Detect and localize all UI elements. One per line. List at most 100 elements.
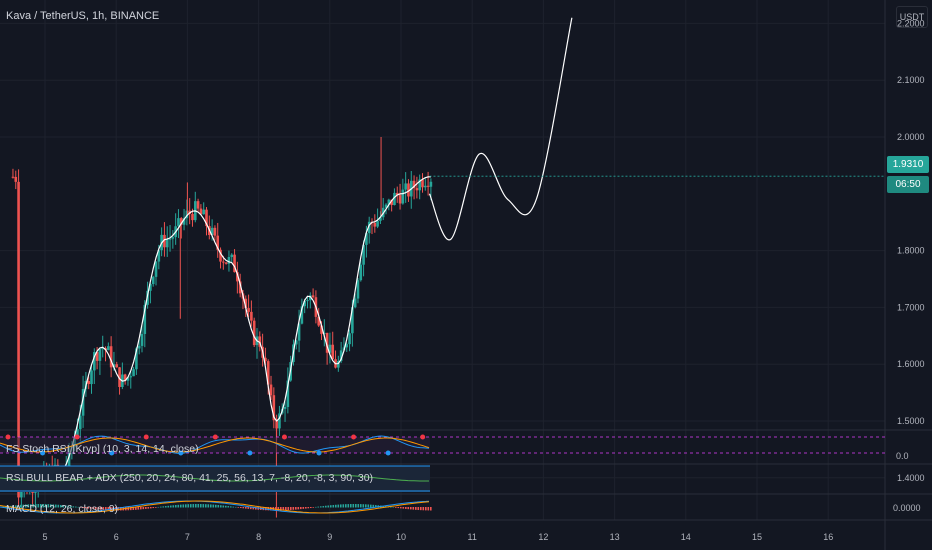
- macd-histogram-bar: [297, 507, 300, 510]
- time-tick: 11: [468, 532, 477, 542]
- macd-histogram-bar: [212, 504, 215, 508]
- candle-body: [196, 201, 200, 209]
- macd-histogram-bar: [35, 504, 37, 508]
- macd-histogram-bar: [142, 507, 145, 510]
- macd-histogram-bar: [305, 507, 307, 509]
- candle-body: [286, 380, 290, 407]
- candle-body: [109, 346, 113, 368]
- macd-histogram-bar: [315, 506, 317, 508]
- macd-histogram-bar: [330, 505, 332, 508]
- candle-body: [266, 361, 270, 385]
- macd-histogram-bar: [237, 507, 240, 508]
- candle-body: [320, 325, 323, 334]
- macd-histogram-bar: [347, 504, 350, 508]
- macd-histogram-bar: [420, 507, 422, 511]
- macd-histogram-bar: [202, 504, 205, 508]
- candle-body: [168, 238, 172, 240]
- macd-histogram-bar: [267, 507, 270, 511]
- macd-histogram-bar: [82, 507, 85, 508]
- macd-histogram-bar: [397, 507, 400, 509]
- macd-histogram-bar: [70, 505, 72, 508]
- price-tick: 2.0000: [897, 132, 925, 142]
- candle-body: [129, 376, 133, 378]
- rsi-band: [0, 466, 430, 492]
- time-tick: 16: [823, 532, 833, 542]
- stoch-signal-dot: [40, 450, 46, 456]
- macd-histogram-bar: [177, 504, 180, 508]
- time-tick: 7: [185, 532, 190, 542]
- time-tick: 14: [681, 532, 691, 542]
- macd-histogram-bar: [227, 506, 230, 508]
- candle-body: [143, 304, 147, 334]
- macd-histogram-bar: [27, 504, 30, 508]
- macd-histogram-bar: [320, 506, 322, 508]
- chart-title: Kava / TetherUS, 1h, BINANCE: [6, 10, 160, 22]
- macd-histogram-bar: [37, 504, 40, 508]
- macd-histogram-bar: [72, 506, 75, 508]
- macd-histogram-bar: [402, 507, 405, 509]
- candle-body: [78, 415, 82, 430]
- candle-body: [278, 413, 281, 429]
- candle-body: [179, 218, 183, 225]
- candle-body: [412, 180, 416, 189]
- price-tick: 1.6000: [897, 359, 925, 369]
- stoch-signal-dot: [109, 450, 115, 456]
- macd-histogram-bar: [340, 504, 342, 508]
- candle-body: [81, 388, 85, 416]
- macd-histogram-bar: [232, 506, 235, 508]
- stoch-signal-dot: [212, 434, 218, 440]
- macd-histogram-bar: [197, 504, 200, 508]
- macd-histogram-bar: [240, 507, 242, 509]
- macd-histogram-bar: [137, 507, 140, 510]
- candle-body: [14, 176, 18, 182]
- candle-body: [294, 340, 298, 345]
- macd-label[interactable]: MACD (12, 26, close, 9): [6, 503, 119, 515]
- macd-histogram-bar: [357, 504, 360, 508]
- macd-histogram-bar: [190, 504, 192, 508]
- macd-histogram-bar: [290, 507, 292, 510]
- rsi-bull-bear-label[interactable]: RSI BULL BEAR + ADX (250, 20, 24, 80, 41…: [6, 472, 374, 484]
- stoch-signal-dot: [351, 434, 357, 440]
- candle-body: [177, 218, 180, 227]
- candle-body: [222, 261, 225, 263]
- candle-body: [331, 344, 335, 360]
- chart-grid: [0, 0, 885, 520]
- candle-body: [123, 374, 127, 381]
- candle-body: [418, 179, 421, 191]
- candle-body: [216, 235, 220, 250]
- macd-histogram-bar: [207, 504, 210, 508]
- macd-histogram-bar: [342, 504, 345, 508]
- macd-histogram-bar: [317, 506, 320, 508]
- stoch-rsi-label[interactable]: FS Stoch RSI [Kryp] (10, 3, 14, 14, clos…: [6, 443, 199, 455]
- macd-histogram-bar: [40, 504, 42, 508]
- candle-body: [384, 204, 388, 208]
- macd-histogram-bar: [145, 507, 147, 509]
- candle-body: [93, 352, 96, 371]
- projection-line[interactable]: [428, 17, 573, 241]
- candle-body: [308, 295, 312, 301]
- macd-histogram-bar: [367, 504, 370, 508]
- macd-histogram-bar: [422, 507, 425, 511]
- macd-histogram-bar: [220, 505, 222, 508]
- candle-body: [11, 176, 15, 178]
- macd-histogram-bar: [307, 507, 310, 509]
- time-tick: 8: [256, 532, 261, 542]
- time-tick: 15: [752, 532, 762, 542]
- macd-histogram-bar: [250, 507, 252, 510]
- macd-histogram-bar: [42, 504, 45, 508]
- candle-body: [238, 281, 242, 294]
- macd-histogram-bar: [415, 507, 417, 510]
- candle-body: [213, 227, 217, 236]
- candle-body: [325, 332, 329, 353]
- currency-button[interactable]: USDT: [896, 6, 928, 28]
- macd-histogram-bar: [107, 507, 110, 511]
- macd-histogram-bar: [417, 507, 420, 511]
- macd-histogram-bar: [135, 507, 137, 510]
- candle-body: [339, 350, 343, 362]
- macd-histogram-bar: [165, 506, 167, 508]
- macd-histogram-bar: [110, 507, 112, 511]
- candle-body: [90, 370, 93, 385]
- macd-histogram-bar: [322, 506, 325, 508]
- macd-histogram-bar: [390, 506, 392, 508]
